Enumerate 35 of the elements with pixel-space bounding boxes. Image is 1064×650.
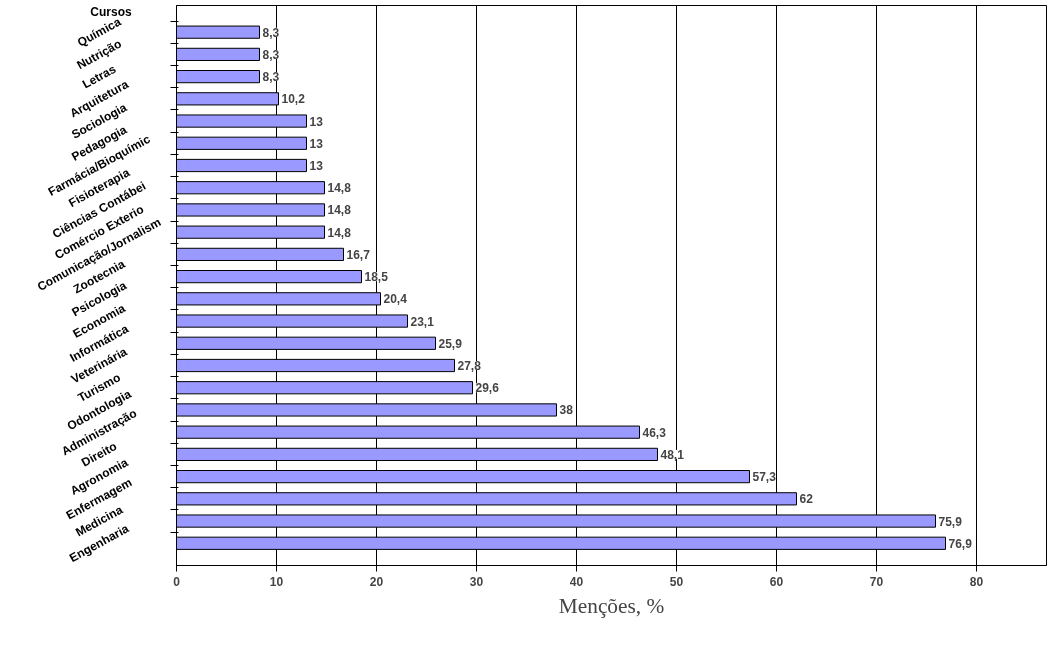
y-axis-title: Cursos xyxy=(90,5,132,20)
x-tick-label: 10 xyxy=(269,574,284,589)
data-label: 57,3 xyxy=(752,470,777,485)
data-label: 8,3 xyxy=(262,47,280,62)
data-label: 48,1 xyxy=(660,447,685,462)
data-label: 23,1 xyxy=(410,314,435,329)
data-label: 75,9 xyxy=(938,514,963,529)
x-tick-label: 0 xyxy=(173,574,181,589)
x-tick-label: 20 xyxy=(369,574,384,589)
x-tick-label: 30 xyxy=(469,574,484,589)
data-label: 8,3 xyxy=(262,25,280,40)
data-label: 29,6 xyxy=(475,381,500,396)
data-label: 62 xyxy=(799,492,814,507)
data-label: 27,8 xyxy=(457,359,482,373)
data-label: 13 xyxy=(309,114,324,129)
data-label: 18,5 xyxy=(364,270,389,285)
data-label: 8,3 xyxy=(262,70,280,85)
data-label: 10,2 xyxy=(281,92,306,107)
data-label: 25,9 xyxy=(438,336,463,351)
x-tick-label: 60 xyxy=(769,574,784,589)
data-label: 14,8 xyxy=(327,203,352,218)
data-label: 20,4 xyxy=(383,292,408,307)
data-label: 13 xyxy=(309,159,324,173)
data-label: 14,8 xyxy=(327,225,352,240)
x-tick-label: 80 xyxy=(969,574,984,589)
x-tick-label: 40 xyxy=(569,574,584,589)
data-label: 16,7 xyxy=(346,247,371,262)
data-label: 38 xyxy=(559,403,574,418)
data-label: 76,9 xyxy=(948,536,973,551)
data-label: 14,8 xyxy=(327,181,352,196)
data-label: 46,3 xyxy=(642,425,667,440)
data-label: 13 xyxy=(309,136,324,151)
x-axis-title: Menções, % xyxy=(558,593,665,618)
x-tick-label: 70 xyxy=(869,574,884,589)
x-tick-label: 50 xyxy=(669,574,684,589)
